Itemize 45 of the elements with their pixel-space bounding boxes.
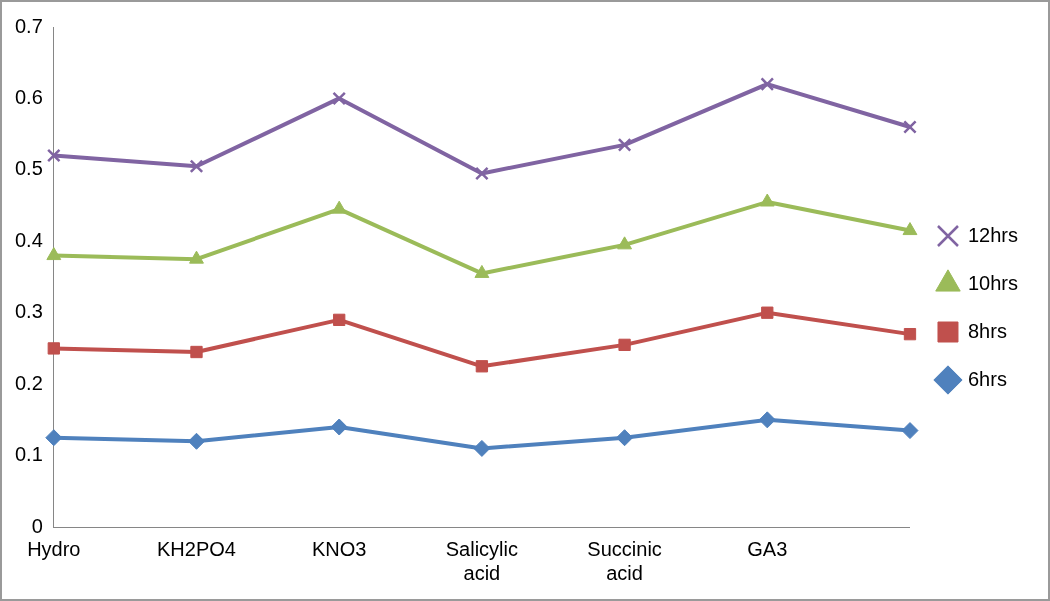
point [902,222,918,236]
legend-label: 12hrs [967,223,1018,246]
point [473,439,491,457]
point [189,159,204,174]
x-tick-label: Succinic acid [587,537,662,584]
point [46,148,61,163]
y-tick-label: 0.4 [14,228,43,251]
y-tick-label: 0 [31,514,43,537]
point [618,338,631,352]
x-tick-label: Hydro [27,537,81,560]
point [331,200,347,214]
x-tick-label: KNO3 [311,537,367,560]
x-tick-label: GA3 [747,537,788,560]
point [332,91,347,106]
point [761,306,774,319]
y-tick-label: 0.1 [14,443,43,466]
point [46,247,62,261]
point [330,418,348,436]
y-tick-label: 0.6 [14,85,43,108]
legend-label: 6hrs [967,367,1007,390]
point [903,120,917,134]
y-tick-label: 0.7 [14,14,43,37]
point [759,193,775,207]
point [901,422,919,440]
legend-label: 10hrs [967,271,1018,294]
y-tick-label: 0.5 [14,157,43,180]
point [333,313,346,327]
point [189,250,204,264]
x-tick-label: KH2PO4 [157,537,236,560]
point [47,342,60,355]
point [475,360,489,373]
point [760,77,775,92]
point [474,166,489,181]
point [188,432,205,450]
point [190,345,203,359]
point [45,429,63,447]
point [617,236,633,250]
point [758,411,776,429]
point [617,137,632,152]
y-tick-label: 0.3 [14,300,43,323]
point [616,429,634,447]
x-tick-label: Salicylic acid [445,537,519,584]
point [903,327,917,341]
legend-label: 8hrs [967,319,1007,342]
y-tick-label: 0.2 [14,371,43,394]
